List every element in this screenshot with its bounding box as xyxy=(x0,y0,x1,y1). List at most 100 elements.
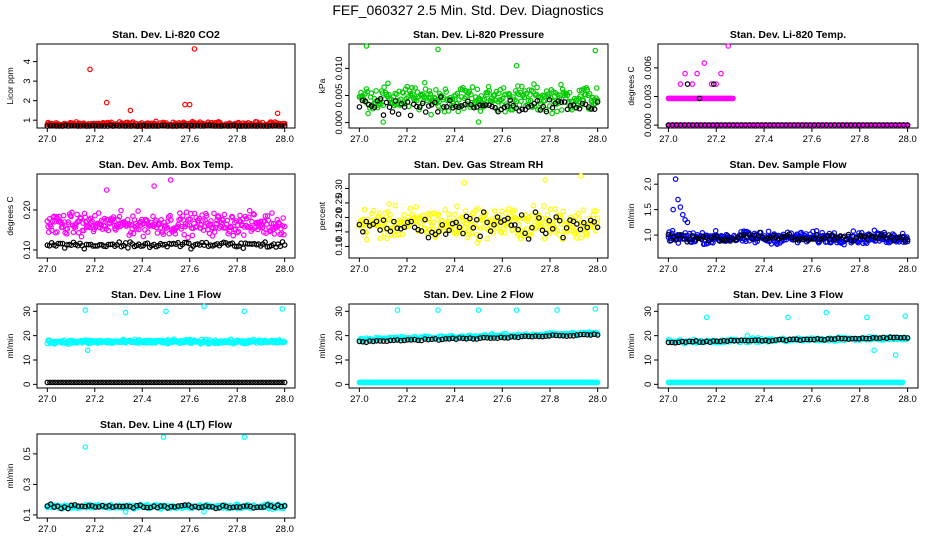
data-point xyxy=(116,503,123,510)
data-point xyxy=(748,337,755,344)
data-point xyxy=(689,338,696,345)
data-point xyxy=(375,213,382,219)
data-point xyxy=(442,231,449,238)
data-point xyxy=(669,227,676,234)
data-point xyxy=(359,229,366,235)
data-point xyxy=(182,122,189,129)
data-point xyxy=(539,227,546,234)
data-point xyxy=(530,202,537,209)
x-tick-label: 27.8 xyxy=(541,394,560,405)
data-point xyxy=(527,92,533,98)
data-point xyxy=(719,237,726,243)
data-point xyxy=(531,81,537,87)
data-point xyxy=(202,503,209,509)
x-tick-label: 27.8 xyxy=(851,264,870,275)
data-point xyxy=(556,217,563,224)
panel-title: Stan. Dev. Line 3 Flow xyxy=(733,289,844,301)
data-point xyxy=(484,334,490,341)
panel-title: Stan. Dev. Line 2 Flow xyxy=(423,289,534,301)
data-point xyxy=(51,504,58,510)
data-point xyxy=(468,230,475,236)
data-point xyxy=(95,210,102,216)
y-tick-label: 10 xyxy=(22,355,33,366)
data-point xyxy=(257,504,264,511)
data-point xyxy=(899,234,906,240)
data-point xyxy=(127,107,134,114)
data-point xyxy=(505,205,512,212)
data-point xyxy=(80,220,86,226)
y-tick-label: 0.1 xyxy=(22,508,33,521)
data-point xyxy=(193,379,200,386)
data-point xyxy=(281,123,288,129)
data-point xyxy=(594,379,601,386)
data-point xyxy=(123,503,130,509)
data-point xyxy=(561,99,568,105)
y-tick-label: 3 xyxy=(22,78,33,83)
data-point xyxy=(549,332,556,338)
data-point xyxy=(453,219,459,226)
data-point xyxy=(418,228,425,234)
x-tick-label: 27.8 xyxy=(851,134,870,145)
data-point xyxy=(119,379,125,386)
data-point xyxy=(904,122,911,128)
data-point xyxy=(226,504,233,511)
data-point xyxy=(465,98,471,105)
panel-line1: Stan. Dev. Line 1 Flow ml/min 27.0 27.2 27.4… xyxy=(5,289,296,405)
data-point xyxy=(257,123,264,129)
panel-co2: Stan. Dev. Li-820 CO2 Licor ppm 27.0 27.2 27… xyxy=(5,29,296,145)
data-point xyxy=(411,336,418,343)
data-point xyxy=(473,216,480,223)
data-point xyxy=(223,379,229,386)
y-tick-label: 0.3 xyxy=(22,478,33,491)
data-point xyxy=(111,379,117,386)
data-point xyxy=(140,233,147,240)
data-point xyxy=(701,60,708,66)
y-tick-label: 2 xyxy=(22,98,33,103)
data-point xyxy=(262,239,268,245)
data-point xyxy=(567,102,574,109)
x-tick-label: 28.0 xyxy=(898,394,917,405)
data-point xyxy=(439,222,446,228)
data-point xyxy=(513,307,520,313)
data-point xyxy=(76,379,83,386)
data-point xyxy=(467,215,473,222)
page-title: FEF_060327 2.5 Min. Std. Dev. Diagnostic… xyxy=(332,2,604,18)
data-point xyxy=(435,307,441,313)
data-point xyxy=(501,104,507,111)
x-tick-label: 27.6 xyxy=(493,264,512,275)
data-point xyxy=(593,85,600,91)
x-tick-label: 28.0 xyxy=(275,134,294,145)
data-point xyxy=(721,337,727,344)
data-point xyxy=(380,102,387,109)
data-point xyxy=(501,334,508,341)
data-point xyxy=(425,103,432,109)
data-point xyxy=(108,379,115,386)
data-point xyxy=(529,224,535,231)
data-point xyxy=(590,211,597,218)
data-point xyxy=(401,104,408,110)
data-point xyxy=(80,123,87,129)
data-point xyxy=(71,379,77,386)
data-point xyxy=(769,337,776,344)
data-point xyxy=(359,97,366,104)
data-point xyxy=(475,307,482,313)
panel-line3: Stan. Dev. Line 3 Flow ml/min 27.0 27.2 27.4… xyxy=(626,289,919,405)
data-point xyxy=(254,504,261,511)
data-point xyxy=(773,337,779,343)
data-point xyxy=(377,235,384,242)
data-point xyxy=(98,123,105,129)
data-point xyxy=(203,212,210,219)
x-tick-label: 27.4 xyxy=(133,394,152,405)
series-reference xyxy=(356,94,601,119)
data-point xyxy=(553,214,560,220)
data-point xyxy=(870,334,876,341)
data-point xyxy=(692,237,699,243)
data-point xyxy=(78,503,85,510)
data-point xyxy=(731,337,738,344)
data-point xyxy=(567,332,573,339)
data-point xyxy=(53,123,60,129)
y-tick-label: 2.0 xyxy=(643,178,654,191)
x-tick-label: 27.4 xyxy=(445,394,464,405)
data-point xyxy=(487,335,494,341)
y-tick-label: 20 xyxy=(22,330,33,341)
